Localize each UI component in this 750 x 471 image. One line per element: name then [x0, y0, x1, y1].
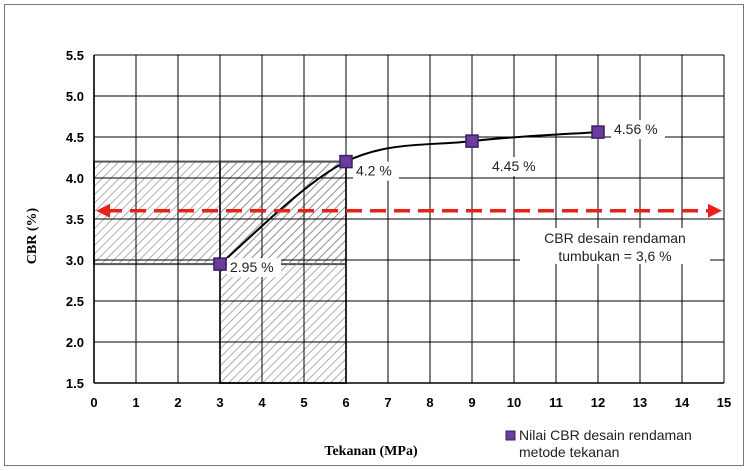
point-label-bg-2 [489, 157, 543, 177]
x-tick-label-12: 12 [591, 395, 605, 410]
x-tick-label-9: 9 [468, 395, 475, 410]
reference-line [96, 203, 722, 218]
point-label-bg-3 [611, 120, 665, 140]
point-label-bg-0 [227, 258, 281, 278]
x-tick-label-4: 4 [258, 395, 266, 410]
x-tick-label-13: 13 [633, 395, 647, 410]
y-tick-label-5: 4.0 [66, 171, 84, 186]
x-tick-label-3: 3 [216, 395, 223, 410]
annotation-line2: tumbukan = 3,6 % [558, 248, 671, 264]
data-point-0 [213, 257, 227, 271]
cbr-curve [219, 131, 599, 265]
y-tick-label-6: 4.5 [66, 130, 84, 145]
y-tick-label-2: 2.5 [66, 294, 84, 309]
gridlines [93, 54, 725, 384]
x-tick-label-6: 6 [342, 395, 349, 410]
axes [93, 55, 724, 384]
y-tick-label-4: 3.5 [66, 212, 84, 227]
annotations: CBR desain rendaman tumbukan = 3,6 % [520, 228, 710, 264]
x-tick-label-2: 2 [174, 395, 181, 410]
x-axis-title: Tekanan (MPa) [324, 444, 418, 459]
y-tick-label-0: 1.5 [66, 376, 84, 391]
x-tick-label-5: 5 [300, 395, 307, 410]
reference-arrow-left [96, 203, 110, 218]
x-tick-label-10: 10 [507, 395, 521, 410]
y-tick-label-1: 2.0 [66, 335, 84, 350]
legend: Nilai CBR desain rendaman metode tekanan [505, 427, 692, 460]
point-label-0: 2.95 % [230, 259, 274, 275]
x-tick-label-1: 1 [132, 395, 139, 410]
series-line [219, 131, 599, 265]
point-label-bg-1 [353, 161, 399, 181]
y-tick-label-7: 5.0 [66, 89, 84, 104]
x-tick-label-11: 11 [549, 395, 563, 410]
annotation-line1: CBR desain rendaman [544, 230, 686, 246]
x-tick-label-15: 15 [717, 395, 731, 410]
legend-line2: metode tekanan [519, 444, 619, 460]
x-tick-label-7: 7 [384, 395, 391, 410]
point-label-2: 4.45 % [492, 158, 536, 174]
data-point-3 [591, 125, 605, 139]
legend-line1: Nilai CBR desain rendaman [519, 427, 692, 443]
data-point-2 [465, 134, 479, 148]
y-tick-label-8: 5.5 [66, 48, 84, 63]
reference-arrow-right [708, 203, 722, 218]
y-axis-title: CBR (%) [25, 207, 40, 264]
data-markers [213, 125, 605, 271]
point-label-3: 4.56 % [614, 121, 658, 137]
data-point-1 [339, 154, 353, 169]
y-tick-label-3: 3.0 [66, 253, 84, 268]
point-labels: 2.95 % 4.2 % 4.45 % 4.56 % [227, 120, 665, 278]
tick-labels: 0 1 2 3 4 5 6 7 8 9 10 11 12 13 14 151.52.02.53.03.54.0… [66, 48, 731, 410]
x-tick-label-0: 0 [90, 395, 97, 410]
legend-marker [505, 430, 516, 441]
x-tick-label-14: 14 [675, 395, 690, 410]
x-tick-label-8: 8 [426, 395, 433, 410]
point-label-1: 4.2 % [356, 163, 392, 179]
